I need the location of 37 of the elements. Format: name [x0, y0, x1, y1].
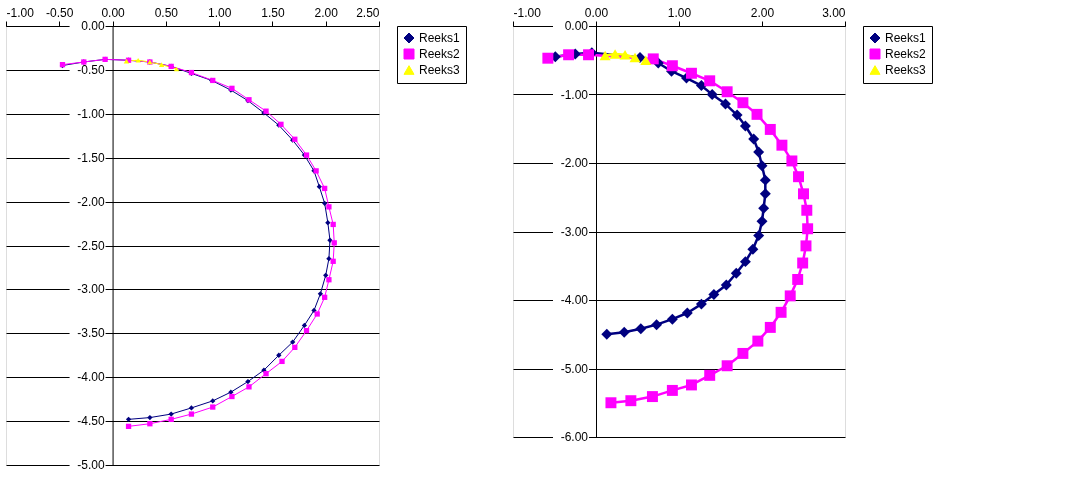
x-tick-label: 2.50 — [356, 5, 380, 20]
y-tick-label: -1.50 — [77, 150, 105, 165]
x-tick-label: 1.50 — [261, 5, 285, 20]
x-tick-label: 1.00 — [207, 5, 232, 20]
x-tick-label: 3.00 — [822, 5, 846, 20]
y-tick-label: -3.50 — [77, 326, 105, 341]
legend-label: Reeks3 — [885, 63, 927, 77]
x-tick-label: -0.50 — [46, 5, 74, 20]
x-tick-label: -1.00 — [513, 5, 542, 20]
y-tick-label: -0.50 — [77, 62, 105, 77]
x-tick-label: 0.00 — [584, 5, 609, 20]
legend-label: Reeks2 — [885, 47, 927, 61]
y-tick-label: -1.00 — [560, 87, 589, 102]
x-tick-label: 0.50 — [154, 5, 179, 20]
x-tick-label: -1.00 — [6, 5, 35, 20]
x-tick-label: 1.00 — [667, 5, 692, 20]
y-tick-label: -4.50 — [77, 414, 105, 429]
legend-label: Reeks1 — [419, 31, 461, 45]
y-tick-label: -3.00 — [77, 282, 105, 297]
y-tick-label: -2.00 — [560, 156, 589, 170]
legend-label: Reeks1 — [885, 31, 927, 45]
y-tick-label: 0.00 — [81, 19, 105, 33]
legend-label: Reeks2 — [419, 47, 461, 61]
y-tick-label: -5.00 — [77, 458, 105, 472]
legend-label: Reeks3 — [419, 63, 461, 77]
y-tick-label: 0.00 — [564, 19, 589, 33]
y-tick-label: -3.00 — [560, 224, 589, 239]
y-tick-label: -2.50 — [77, 238, 105, 253]
y-tick-label: -5.00 — [560, 361, 589, 376]
x-tick-label: 0.00 — [101, 5, 126, 20]
y-tick-label: -6.00 — [560, 430, 589, 444]
y-tick-label: -1.00 — [77, 106, 105, 121]
y-tick-label: -4.00 — [560, 293, 589, 307]
x-tick-label: 2.00 — [314, 5, 339, 20]
y-tick-label: -2.00 — [77, 194, 105, 209]
x-tick-label: 2.00 — [750, 5, 775, 20]
y-tick-label: -4.00 — [77, 370, 105, 385]
